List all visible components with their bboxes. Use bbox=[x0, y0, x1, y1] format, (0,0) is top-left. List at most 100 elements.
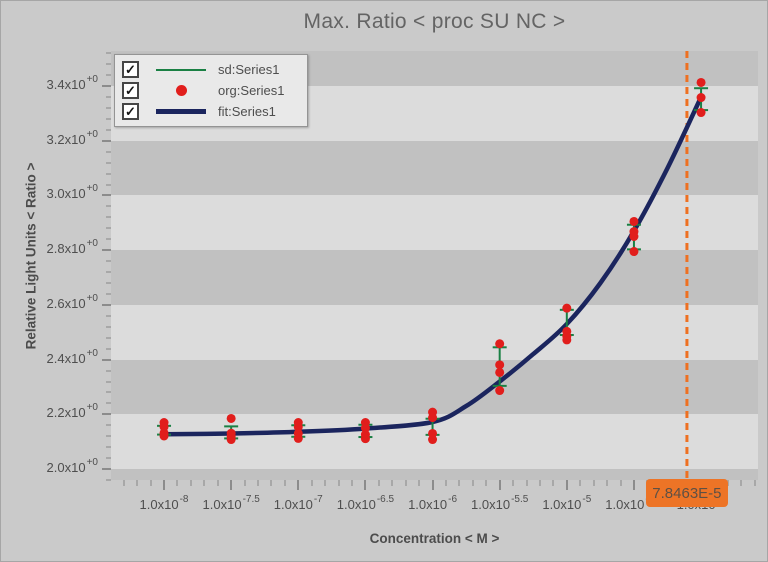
x-minor-tick bbox=[216, 480, 219, 486]
x-major-tick bbox=[498, 480, 501, 490]
y-major-tick bbox=[102, 358, 111, 361]
x-minor-tick bbox=[337, 480, 340, 486]
x-minor-tick bbox=[619, 480, 622, 486]
legend-item-sd[interactable]: ✓ sd:Series1 bbox=[115, 59, 307, 80]
legend-label-fit: fit:Series1 bbox=[218, 104, 276, 119]
x-axis-title: Concentration < M > bbox=[369, 531, 500, 546]
x-minor-tick bbox=[471, 480, 474, 486]
x-minor-tick bbox=[203, 480, 206, 486]
y-major-tick bbox=[102, 249, 111, 252]
chart-title: Max. Ratio < proc SU NC > bbox=[303, 10, 566, 33]
x-minor-tick bbox=[418, 480, 421, 486]
y-minor-tick bbox=[106, 117, 111, 120]
x-minor-tick bbox=[324, 480, 327, 486]
y-minor-tick bbox=[106, 161, 111, 164]
x-minor-tick bbox=[136, 480, 139, 486]
y-major-tick bbox=[102, 468, 111, 471]
y-tick-label: 2.4x10+0 bbox=[46, 347, 98, 366]
x-tick-label: 1.0x10-6 bbox=[408, 494, 458, 512]
threshold-value-badge[interactable]: 7.8463E-5 bbox=[645, 479, 728, 507]
y-minor-tick bbox=[106, 271, 111, 274]
grid-band bbox=[111, 359, 758, 415]
x-minor-tick bbox=[176, 480, 179, 486]
y-minor-tick bbox=[106, 325, 111, 328]
x-minor-tick bbox=[404, 480, 407, 486]
x-minor-tick bbox=[391, 480, 394, 486]
x-minor-tick bbox=[189, 480, 192, 486]
checkbox-sd-series[interactable]: ✓ bbox=[122, 61, 139, 78]
x-minor-tick bbox=[243, 480, 246, 486]
x-minor-tick bbox=[525, 480, 528, 486]
x-tick-label: 1.0x10-8 bbox=[139, 494, 189, 512]
y-tick-label: 3.0x10+0 bbox=[46, 183, 98, 202]
x-minor-tick bbox=[606, 480, 609, 486]
legend-item-fit[interactable]: ✓ fit:Series1 bbox=[115, 101, 307, 122]
x-minor-tick bbox=[552, 480, 555, 486]
y-minor-tick bbox=[106, 52, 111, 55]
y-minor-tick bbox=[106, 106, 111, 109]
x-minor-tick bbox=[579, 480, 582, 486]
x-minor-tick bbox=[485, 480, 488, 486]
y-minor-tick bbox=[106, 95, 111, 98]
y-minor-tick bbox=[106, 457, 111, 460]
y-minor-tick bbox=[106, 446, 111, 449]
y-minor-tick bbox=[106, 292, 111, 295]
y-axis-title: Relative Light Units < Ratio > bbox=[23, 162, 39, 350]
legend-label-sd: sd:Series1 bbox=[218, 62, 280, 77]
x-minor-tick bbox=[458, 480, 461, 486]
y-minor-tick bbox=[106, 282, 111, 284]
y-minor-tick bbox=[106, 391, 111, 394]
x-tick-label: 1.0x10-6.5 bbox=[336, 494, 395, 512]
legend-item-org[interactable]: ✓ org:Series1 bbox=[115, 80, 307, 101]
x-minor-tick bbox=[740, 480, 743, 486]
y-axis-tick-labels: 2.0x10+0 2.2x10+0 2.4x10+0 2.6x10+0 2.8x10+0… bbox=[1, 51, 98, 480]
x-minor-tick bbox=[377, 480, 380, 486]
y-axis-ticks bbox=[99, 51, 111, 481]
grid-band bbox=[111, 469, 758, 480]
checkbox-org-series[interactable]: ✓ bbox=[122, 82, 139, 99]
sd-line-swatch bbox=[154, 68, 208, 71]
y-minor-tick bbox=[106, 205, 111, 208]
y-minor-tick bbox=[106, 380, 111, 383]
y-minor-tick bbox=[106, 435, 111, 438]
x-minor-tick bbox=[270, 480, 273, 486]
fit-line-swatch bbox=[154, 109, 208, 114]
y-minor-tick bbox=[106, 150, 111, 153]
y-major-tick bbox=[102, 139, 111, 142]
y-tick-label: 3.4x10+0 bbox=[46, 74, 98, 93]
x-major-tick bbox=[297, 480, 300, 490]
x-tick-label: 1.0x10-5.5 bbox=[471, 494, 529, 512]
y-major-tick bbox=[102, 194, 111, 197]
y-minor-tick bbox=[106, 183, 111, 186]
x-tick-label: 1.0x10-7 bbox=[273, 494, 323, 512]
x-minor-tick bbox=[726, 480, 729, 486]
y-minor-tick bbox=[106, 216, 111, 219]
y-minor-tick bbox=[106, 479, 111, 481]
y-minor-tick bbox=[106, 402, 111, 405]
y-minor-tick bbox=[106, 128, 111, 131]
x-minor-tick bbox=[283, 480, 286, 486]
x-minor-tick bbox=[512, 480, 515, 486]
x-axis-ticks bbox=[111, 480, 767, 492]
x-major-tick bbox=[364, 480, 367, 490]
y-minor-tick bbox=[106, 238, 111, 241]
y-minor-tick bbox=[106, 369, 111, 372]
x-minor-tick bbox=[753, 480, 756, 486]
grid-band bbox=[111, 140, 758, 196]
x-minor-tick bbox=[149, 480, 152, 486]
y-minor-tick bbox=[106, 74, 111, 77]
y-minor-tick bbox=[106, 347, 111, 350]
x-major-tick bbox=[230, 480, 233, 490]
checkbox-fit-series[interactable]: ✓ bbox=[122, 103, 139, 120]
y-tick-label: 3.2x10+0 bbox=[46, 128, 98, 147]
y-major-tick bbox=[102, 303, 111, 306]
x-tick-label: 1.0x10-7.5 bbox=[202, 494, 260, 512]
y-tick-label: 2.8x10+0 bbox=[46, 238, 98, 257]
x-minor-tick bbox=[592, 480, 595, 486]
legend-label-org: org:Series1 bbox=[218, 83, 285, 98]
x-major-tick bbox=[632, 480, 635, 490]
y-minor-tick bbox=[106, 260, 111, 263]
y-minor-tick bbox=[106, 227, 111, 230]
x-minor-tick bbox=[538, 480, 541, 486]
y-minor-tick bbox=[106, 314, 111, 317]
